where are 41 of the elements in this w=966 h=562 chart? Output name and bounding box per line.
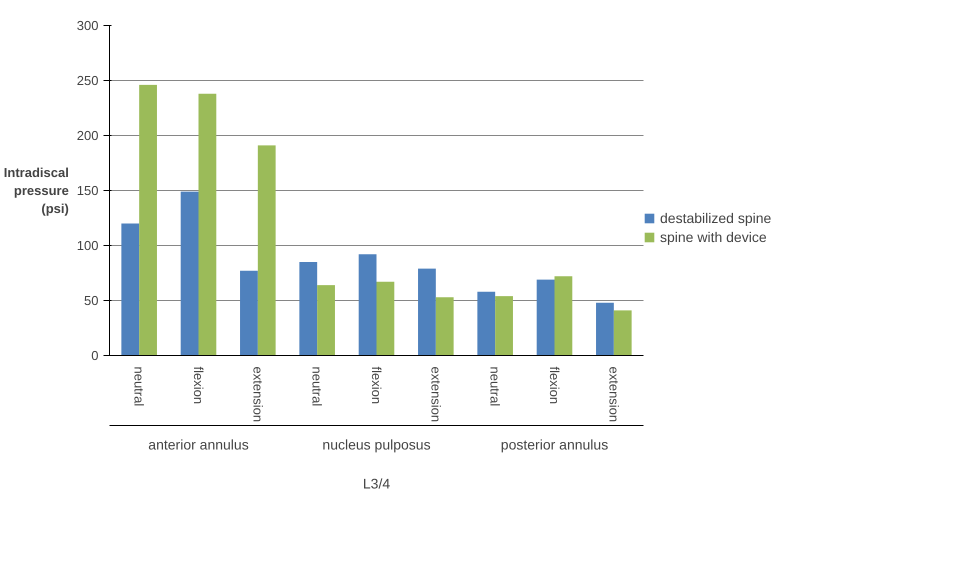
bar — [240, 270, 258, 356]
text: nucleus pulposus — [322, 436, 431, 452]
bar — [614, 310, 632, 356]
x-tick-label: extension — [250, 366, 266, 422]
bar — [495, 296, 513, 356]
bar — [258, 145, 276, 356]
x-tick-label: neutral — [132, 366, 147, 406]
bar — [358, 254, 376, 356]
bar — [436, 297, 454, 356]
bar — [139, 84, 157, 356]
bar — [121, 224, 140, 356]
bar — [418, 268, 436, 356]
x-tick-label: neutral — [310, 366, 325, 406]
bar — [596, 302, 614, 356]
x-tick-label: extension — [428, 366, 444, 422]
x-tick-label: extension — [606, 366, 622, 422]
y-tick-label: 0 — [91, 348, 99, 363]
bar — [376, 282, 394, 356]
x-tick-label: flexion — [547, 366, 562, 404]
bar — [299, 262, 318, 356]
bar — [317, 285, 335, 356]
bar — [554, 276, 572, 356]
text: anterior annulus — [148, 436, 249, 452]
bar — [180, 192, 198, 356]
y-tick-label: 100 — [76, 238, 99, 253]
legend-label: destabilized spine — [660, 210, 772, 226]
x-axis-title: L3/4 — [362, 476, 390, 492]
x-tick-label: flexion — [191, 366, 206, 404]
x-tick-label: neutral — [488, 366, 503, 406]
y-tick-label: 150 — [76, 183, 99, 198]
legend-label: spine with device — [660, 229, 767, 245]
y-tick-label: 200 — [76, 128, 99, 143]
bar — [198, 94, 216, 356]
y-axis-title: Intradiscal pressure (psi) — [4, 165, 69, 216]
bar — [477, 292, 496, 356]
y-tick-label: 50 — [84, 293, 99, 308]
x-tick-label: flexion — [369, 366, 384, 404]
bar — [536, 280, 554, 356]
text: posterior annulus — [500, 436, 608, 452]
y-tick-label: 300 — [76, 18, 99, 33]
y-tick-label: 250 — [76, 73, 99, 88]
